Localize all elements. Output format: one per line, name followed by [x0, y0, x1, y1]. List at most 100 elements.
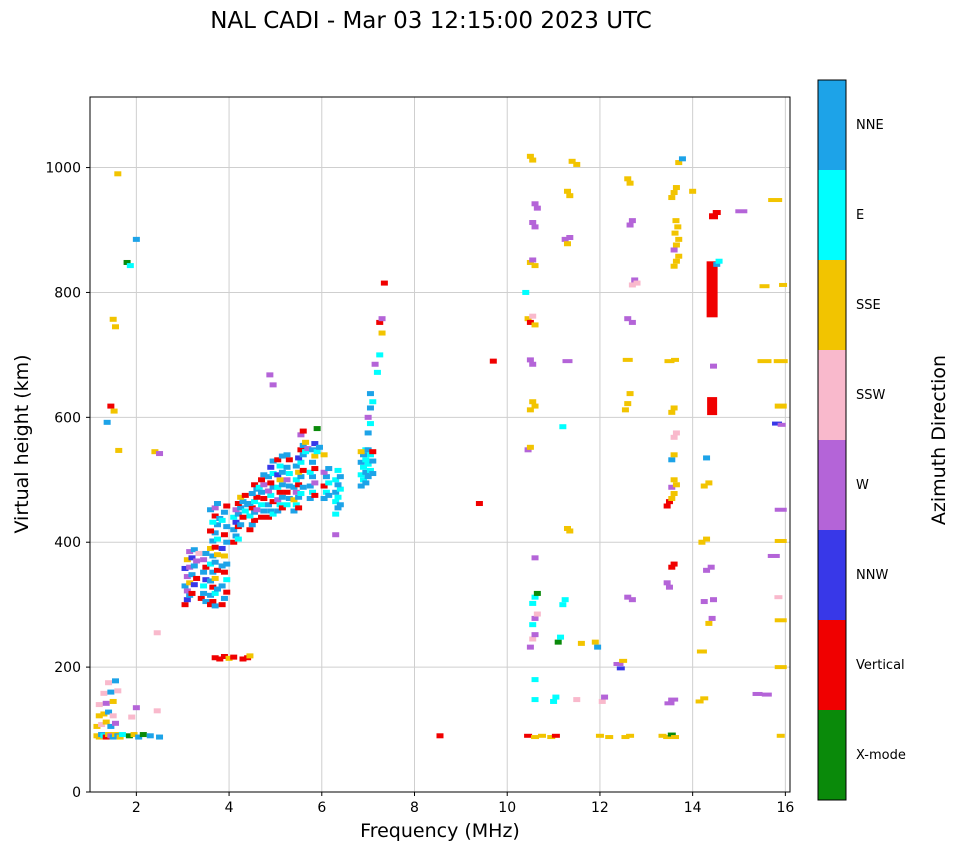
data-point — [533, 205, 541, 211]
data-point — [110, 408, 118, 414]
data-point — [186, 564, 194, 570]
data-point — [779, 282, 788, 287]
data-point — [186, 580, 194, 586]
data-point — [626, 222, 634, 228]
data-point — [675, 236, 683, 242]
data-point — [223, 503, 231, 509]
data-point — [559, 424, 567, 430]
data-point — [246, 653, 254, 659]
data-point — [526, 319, 534, 325]
data-point — [332, 477, 340, 483]
data-point — [561, 236, 569, 242]
data-point — [670, 561, 678, 567]
data-point — [628, 319, 636, 325]
data-point — [624, 176, 632, 182]
data-point — [232, 519, 240, 525]
data-point — [211, 513, 219, 519]
data-point — [128, 714, 136, 720]
data-point — [362, 480, 370, 486]
data-point — [190, 582, 198, 588]
data-point — [776, 733, 785, 738]
data-point — [109, 713, 117, 719]
colorbar-label: NNW — [856, 568, 888, 583]
data-point — [297, 432, 305, 438]
data-point — [111, 678, 119, 684]
data-point — [156, 734, 164, 740]
data-point — [213, 536, 221, 542]
data-point — [562, 359, 573, 364]
data-point — [230, 539, 238, 545]
colorbar-segment-NNW — [818, 530, 846, 620]
data-point — [207, 602, 215, 608]
data-point — [674, 224, 682, 230]
data-point — [200, 557, 208, 563]
data-point — [292, 489, 300, 495]
data-point — [671, 230, 679, 236]
data-point — [621, 735, 630, 740]
data-point — [111, 324, 119, 330]
data-point — [98, 722, 106, 728]
data-point — [232, 533, 240, 539]
data-point — [767, 553, 780, 558]
data-point — [211, 530, 219, 536]
data-point — [364, 430, 372, 436]
data-point — [251, 499, 259, 505]
data-point — [248, 522, 256, 528]
data-point — [591, 639, 599, 645]
data-point — [768, 198, 783, 203]
data-point — [772, 421, 783, 426]
data-point — [299, 428, 307, 434]
data-point — [211, 603, 219, 609]
data-point — [188, 555, 196, 561]
data-point — [211, 575, 219, 581]
data-point — [218, 583, 226, 589]
data-point — [362, 457, 370, 463]
data-point — [218, 602, 226, 608]
data-point — [670, 452, 678, 458]
data-point — [376, 319, 384, 325]
data-point — [366, 421, 374, 427]
data-point — [207, 507, 215, 513]
data-point — [258, 489, 266, 495]
data-point — [213, 501, 221, 507]
data-point — [710, 363, 718, 369]
data-point — [297, 447, 305, 453]
data-point — [295, 455, 303, 461]
data-point — [183, 557, 191, 563]
data-point — [670, 405, 678, 411]
data-point — [369, 471, 377, 477]
data-point — [234, 536, 242, 542]
x-tick-label: 2 — [132, 800, 141, 816]
colorbar-label: SSW — [856, 388, 886, 403]
data-point — [200, 590, 208, 596]
data-point — [362, 469, 370, 475]
data-point — [703, 536, 711, 542]
data-point — [285, 496, 293, 502]
data-point — [320, 452, 328, 458]
data-point — [241, 492, 249, 498]
data-point — [366, 467, 374, 473]
data-point — [689, 188, 697, 194]
data-point — [304, 446, 312, 452]
data-point — [193, 558, 201, 564]
data-point — [671, 735, 680, 740]
data-point — [436, 733, 444, 739]
data-point — [267, 492, 275, 498]
data-point — [153, 708, 161, 714]
data-point — [703, 455, 711, 461]
data-point — [209, 553, 217, 559]
data-point — [258, 514, 266, 520]
data-point — [671, 357, 680, 362]
data-point — [668, 484, 676, 490]
data-point — [306, 483, 314, 489]
x-tick-label: 14 — [684, 800, 702, 816]
data-point — [302, 449, 310, 455]
data-point — [566, 528, 574, 534]
data-point — [378, 330, 386, 336]
data-point — [559, 602, 567, 608]
y-tick-label: 0 — [72, 785, 81, 801]
data-point — [709, 213, 719, 220]
data-point — [378, 316, 386, 322]
data-point — [274, 484, 282, 490]
data-point — [213, 522, 221, 528]
